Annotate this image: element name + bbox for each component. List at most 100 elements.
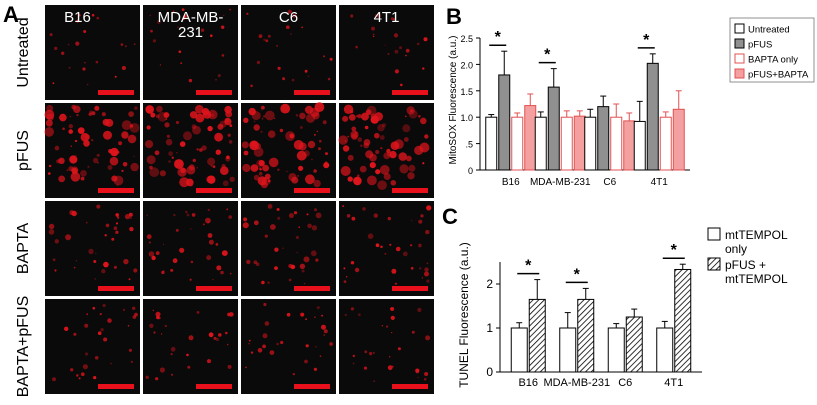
fluorescence-spot (418, 243, 422, 248)
fluorescence-spot (277, 168, 280, 171)
fluorescence-spot (352, 354, 355, 358)
fluorescence-spot (372, 33, 375, 36)
fluorescence-spot (248, 107, 256, 116)
fluorescence-spot (305, 344, 309, 348)
fluorescence-spot (208, 239, 214, 245)
fluorescence-spot (115, 213, 119, 217)
fluorescence-spot (127, 134, 137, 144)
fluorescence-spot (196, 148, 199, 151)
fluorescence-spot (340, 166, 351, 176)
fluorescence-spot (426, 262, 429, 265)
fluorescence-spot (178, 50, 182, 53)
fluorescence-spot (389, 243, 392, 246)
fluorescence-spot (407, 172, 415, 180)
fluorescence-spot (109, 156, 119, 166)
fluorescence-spot (394, 69, 399, 74)
bar-pfus-bapta-4t1 (672, 108, 685, 171)
fluorescence-spot (325, 152, 328, 156)
fluorescence-spot (298, 165, 304, 171)
fluorescence-spot (88, 112, 92, 117)
significance-star: * (525, 258, 532, 275)
fluorescence-spot (384, 252, 387, 255)
fluorescence-spot (207, 233, 213, 238)
fluorescence-spot (227, 133, 231, 137)
x-tick-label-4t1: 4T1 (664, 377, 683, 389)
fluorescence-spot (116, 184, 119, 187)
fluorescence-spot (398, 152, 408, 161)
fluorescence-spot (297, 175, 299, 177)
fluorescence-spot (305, 318, 307, 321)
fluorescence-spot (261, 117, 264, 120)
fluorescence-spot (402, 251, 408, 257)
fluorescence-spot (304, 105, 314, 114)
fluorescence-spot (200, 28, 205, 32)
fluorescence-spot (168, 160, 171, 163)
fluorescence-spot (189, 278, 192, 281)
bar-pfus-4t1 (646, 62, 659, 171)
tile-background (45, 201, 140, 296)
fluorescence-spot (96, 204, 101, 209)
fluorescence-spot (387, 365, 393, 371)
fluorescence-spot (128, 278, 131, 281)
fluorescence-spot (280, 103, 291, 114)
bar-untreated-c6 (584, 116, 597, 171)
significance-star: * (671, 242, 678, 259)
fluorescence-spot (62, 127, 65, 131)
fluorescence-spot (410, 266, 414, 270)
fluorescence-spot (322, 55, 326, 58)
fluorescence-spot (58, 157, 65, 164)
fluorescence-spot (100, 328, 104, 332)
fluorescence-spot (342, 145, 350, 152)
fluorescence-spot (264, 321, 270, 326)
fluorescence-spot (130, 360, 133, 363)
scale-bar (294, 286, 330, 291)
fluorescence-spot (295, 235, 299, 240)
fluorescence-spot (276, 45, 278, 47)
fluorescence-spot (83, 140, 90, 147)
tile-background (45, 5, 140, 100)
panel-b-mitosox-chart: B MitoSOX Fluorescence (a.u.) 0 .5 1.0 1.5 2… (446, 4, 815, 188)
fluorescence-spot (253, 124, 260, 131)
fluorescence-spot (286, 170, 288, 173)
fluorescence-spot (261, 105, 265, 110)
fluorescence-spot (366, 105, 377, 116)
fluorescence-spot (186, 353, 189, 357)
fluorescence-spot (250, 164, 259, 172)
fluorescence-spot (350, 261, 355, 265)
legend-swatch-untreated (734, 23, 745, 34)
fluorescence-spot (303, 282, 306, 285)
tile-background (241, 201, 336, 296)
fluorescence-spot (351, 133, 358, 140)
fluorescence-spot (313, 367, 317, 371)
fluorescence-spot (104, 234, 107, 237)
fluorescence-spot (99, 313, 102, 316)
fluorescence-spot (293, 140, 304, 150)
fluorescence-spot (253, 220, 259, 226)
fluorescence-spot (152, 39, 157, 43)
fluorescence-spot (189, 183, 193, 187)
legend-swatch-mttempol-only (707, 227, 721, 241)
fluorescence-spot (299, 112, 306, 120)
fluorescence-spot (133, 43, 136, 46)
fluorescence-spot (267, 130, 276, 138)
bar-mttempol-only-b16 (510, 327, 528, 373)
fluorescence-spot (48, 223, 55, 230)
fluorescence-spot (127, 325, 130, 327)
fluorescence-spot (257, 348, 263, 353)
tile-background (241, 5, 336, 100)
fluorescence-spot (338, 135, 348, 145)
fluorescence-spot (390, 141, 400, 150)
fluorescence-spot (45, 119, 53, 127)
fluorescence-spot (221, 163, 226, 169)
fluorescence-spot (110, 362, 112, 365)
row-label-bapta: BAPTA (15, 223, 32, 275)
fluorescence-spot (390, 307, 393, 311)
tile-background (45, 299, 140, 394)
fluorescence-spot (224, 118, 232, 126)
fluorescence-spot (253, 260, 258, 265)
fluorescence-spot (343, 280, 347, 283)
fluorescence-spot (186, 165, 196, 175)
fluorescence-spot (360, 144, 363, 147)
fluorescence-spot (250, 351, 254, 354)
fluorescence-spot (208, 332, 214, 338)
